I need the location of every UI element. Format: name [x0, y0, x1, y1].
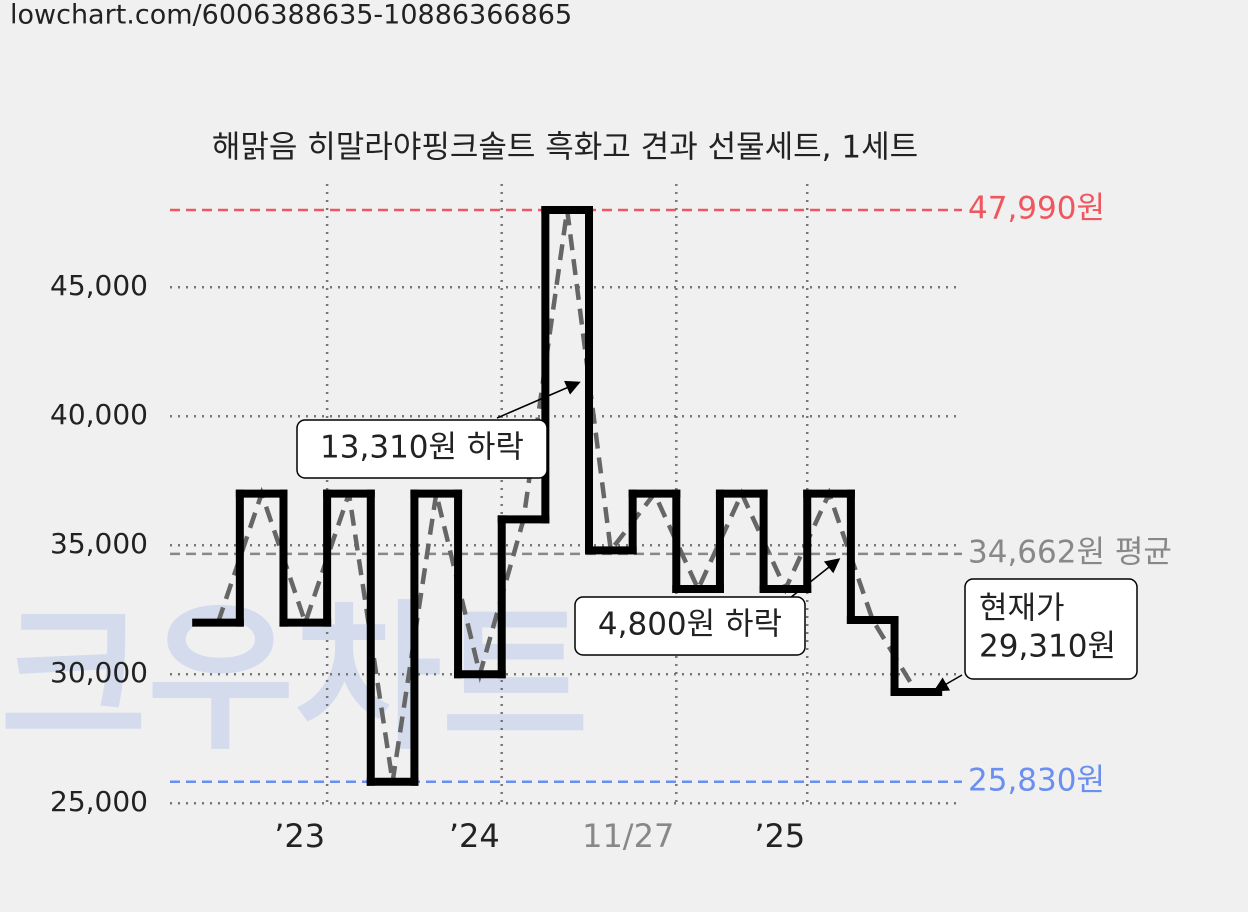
y-tick-label: 40,000 — [50, 398, 148, 431]
x-tick-label: ’24 — [449, 817, 500, 855]
annotation-arrow — [933, 674, 963, 692]
annotation-box — [296, 419, 548, 479]
reference-label: 47,990원 — [968, 191, 1105, 227]
y-tick-label: 30,000 — [50, 656, 148, 689]
y-tick-label: 35,000 — [50, 527, 148, 560]
annotation-text: 29,310원 — [979, 629, 1116, 665]
x-tick-label: 11/27 — [582, 817, 674, 855]
chart-title: 해맑음 히말라야핑크솔트 흑화고 견과 선물세트, 1세트 — [212, 130, 918, 166]
url: lowchart.com/6006388635-10886366865 — [10, 0, 572, 31]
x-tick-label: ’25 — [754, 817, 805, 855]
watermark: 크우차트 — [0, 585, 589, 772]
annotation-arrow — [789, 558, 841, 599]
annotation-box — [574, 596, 806, 656]
reference-label: 25,830원 — [968, 762, 1105, 798]
annotation-text: 13,310원 하락 — [320, 430, 524, 466]
annotation-box — [964, 578, 1138, 680]
y-tick-label: 45,000 — [50, 269, 148, 302]
annotation-text: 4,800원 하락 — [598, 607, 782, 643]
y-tick-label: 25,000 — [50, 785, 148, 818]
reference-label: 34,662원 평균 — [968, 534, 1172, 570]
annotation-text: 현재가 — [979, 591, 1065, 627]
annotation-arrow — [496, 380, 581, 419]
x-tick-label: ’23 — [274, 817, 325, 855]
